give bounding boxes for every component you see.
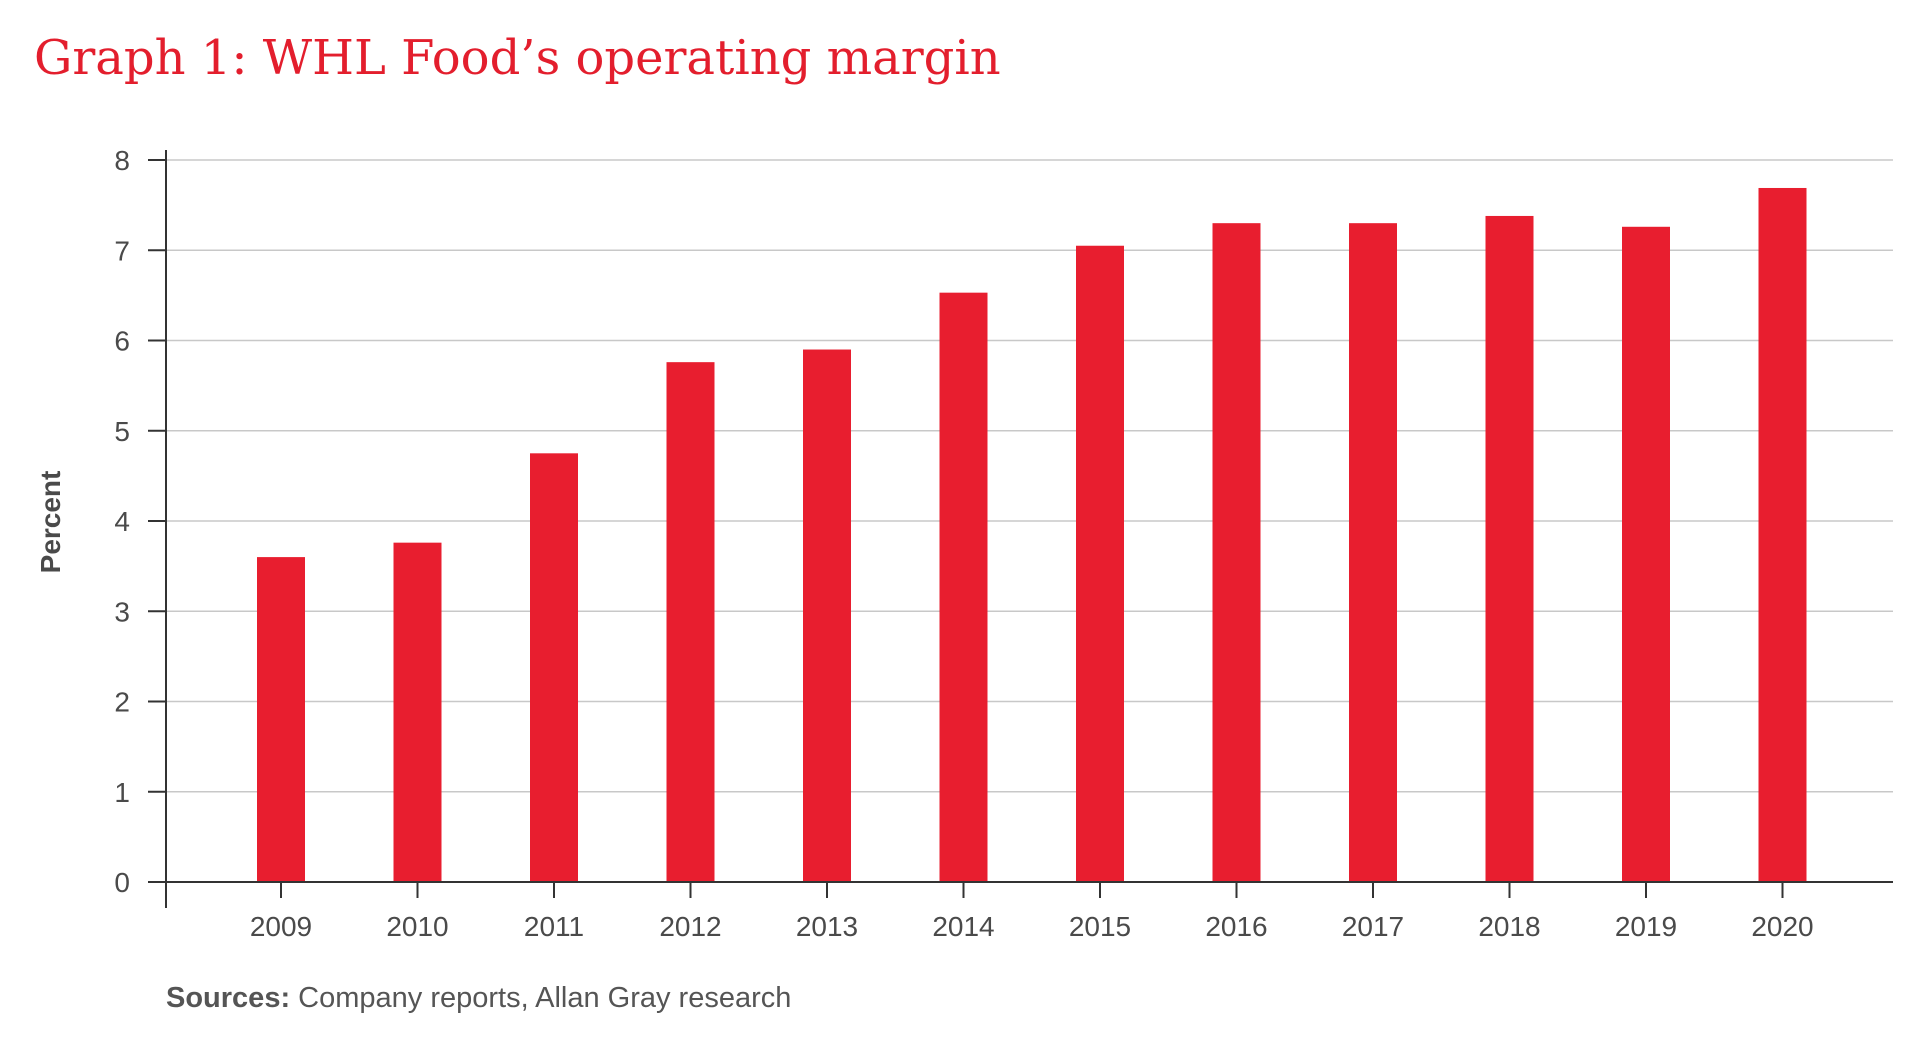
x-tick-label-2018: 2018 <box>1478 911 1540 942</box>
bar-2019 <box>1622 226 1670 882</box>
x-tick-label-2010: 2010 <box>386 911 448 942</box>
x-tick-label-2015: 2015 <box>1069 911 1131 942</box>
bar-2009 <box>257 557 305 882</box>
y-tick-label-2: 2 <box>114 687 130 718</box>
tick-labels: 0 1 2 3 4 5 6 7 8 2009 2010 2011 2012 2013 2014 2015 201… <box>114 145 1813 942</box>
x-tick-label-2012: 2012 <box>659 911 721 942</box>
x-tick-label-2017: 2017 <box>1342 911 1404 942</box>
y-tick-label-1: 1 <box>114 777 130 808</box>
bar-2017 <box>1349 223 1397 883</box>
x-tick-label-2009: 2009 <box>250 911 312 942</box>
x-tick-label-2013: 2013 <box>796 911 858 942</box>
x-tick-label-2011: 2011 <box>524 911 584 942</box>
sources-text: Company reports, Allan Gray research <box>290 982 792 1014</box>
x-tick-label-2019: 2019 <box>1615 911 1677 942</box>
bar-2015 <box>1076 245 1124 883</box>
gridlines <box>166 159 1893 793</box>
bar-2012 <box>666 362 715 882</box>
y-tick-label-5: 5 <box>114 416 130 447</box>
bar-2011 <box>530 453 578 882</box>
bar-2014 <box>939 292 988 883</box>
sources-label: Sources: <box>166 982 291 1014</box>
axes <box>148 150 1893 908</box>
bar-2018 <box>1485 215 1534 882</box>
y-tick-label-6: 6 <box>114 326 130 357</box>
y-tick-label-4: 4 <box>114 506 130 537</box>
x-tick-label-2020: 2020 <box>1751 911 1813 942</box>
bars <box>257 187 1807 883</box>
bar-2016 <box>1212 223 1261 883</box>
y-tick-label-8: 8 <box>114 145 130 176</box>
chart-title: Graph 1: WHL Food’s operating margin <box>34 30 1001 86</box>
y-axis-label: Percent <box>35 471 66 574</box>
bar-2013 <box>803 349 851 882</box>
bar-2010 <box>393 542 442 882</box>
y-tick-label-3: 3 <box>114 596 130 627</box>
bar-2020 <box>1758 187 1807 883</box>
x-tick-label-2014: 2014 <box>932 911 994 942</box>
y-tick-label-0: 0 <box>114 867 130 898</box>
y-tick-label-7: 7 <box>114 235 130 266</box>
x-tick-label-2016: 2016 <box>1205 911 1267 942</box>
sources-note: Sources: Company reports, Allan Gray res… <box>166 982 791 1015</box>
